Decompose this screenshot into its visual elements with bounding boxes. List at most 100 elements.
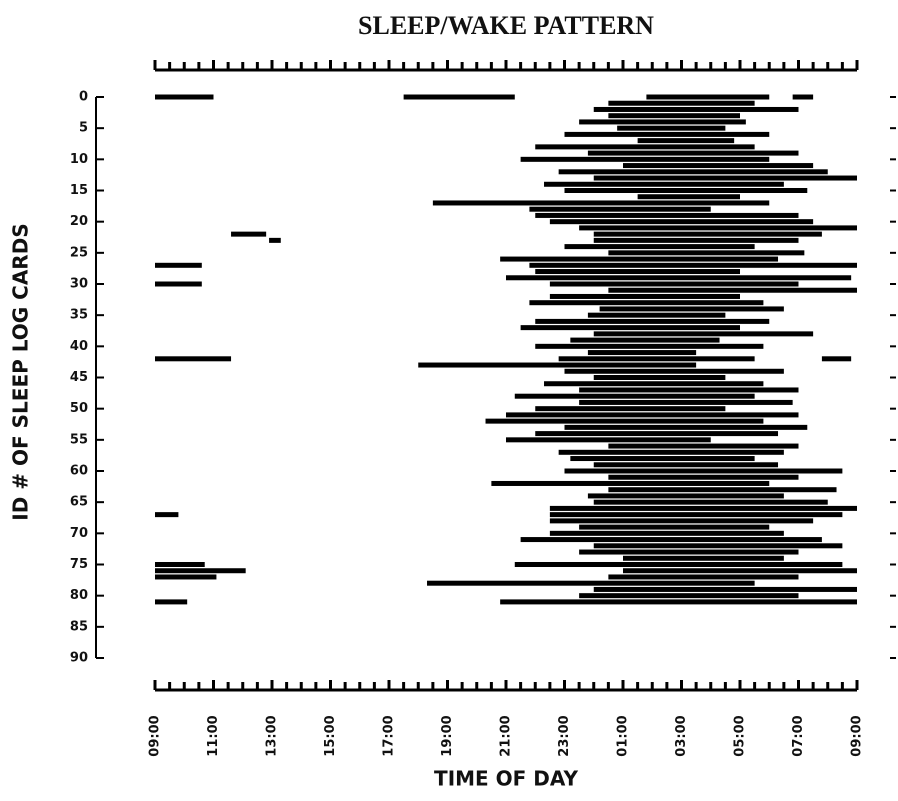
sleep-interval: [535, 144, 755, 150]
sleep-interval: [564, 424, 808, 430]
sleep-interval: [821, 356, 852, 362]
y-tick-label: 80: [70, 588, 88, 603]
sleep-interval: [570, 456, 755, 462]
y-tick-label: 50: [70, 401, 88, 416]
x-tick-label: 23:00: [557, 715, 572, 756]
sleep-interval: [587, 312, 726, 318]
sleep-interval: [593, 175, 857, 181]
x-tick-label: 11:00: [206, 715, 221, 756]
sleep-interval: [564, 188, 808, 193]
sleep-interval: [544, 381, 764, 387]
sleep-interval: [617, 125, 726, 131]
sleep-interval: [535, 318, 770, 324]
sleep-interval: [570, 337, 720, 343]
y-tick-label: 5: [79, 121, 88, 136]
sleep-interval: [623, 555, 784, 561]
x-axis-title: TIME OF DAY: [434, 767, 578, 791]
sleep-interval: [593, 586, 857, 592]
sleep-interval: [155, 599, 188, 605]
sleep-interval: [579, 399, 793, 405]
sleep-interval: [593, 499, 828, 505]
sleep-interval: [549, 530, 784, 536]
sleep-interval: [520, 156, 770, 162]
sleep-interval: [427, 580, 755, 586]
sleep-interval: [155, 281, 202, 287]
y-tick-label: 30: [70, 277, 88, 292]
y-tick-label: 65: [70, 495, 88, 510]
sleep-interval: [155, 94, 214, 100]
sleep-interval: [558, 356, 755, 362]
sleep-interval: [579, 593, 799, 599]
x-tick-label: 19:00: [440, 715, 455, 756]
x-tick-label: 21:00: [499, 715, 514, 756]
sleep-interval: [587, 150, 799, 156]
sleep-interval: [558, 169, 828, 175]
sleep-interval: [155, 568, 246, 574]
sleep-interval: [514, 562, 843, 567]
y-tick-label: 75: [70, 557, 88, 572]
y-axis-title: ID # OF SLEEP LOG CARDS: [9, 223, 33, 520]
sleep-interval: [593, 375, 726, 380]
sleep-interval: [155, 574, 217, 580]
sleep-interval: [500, 599, 857, 605]
sleep-interval: [608, 474, 799, 480]
y-tick-label: 45: [70, 370, 88, 385]
sleep-interval: [549, 293, 740, 299]
x-tick-label: 01:00: [616, 715, 631, 756]
y-tick-label: 0: [79, 90, 88, 105]
sleep-interval: [593, 106, 799, 112]
sleep-interval: [593, 462, 779, 468]
x-tick-label: 03:00: [674, 715, 689, 756]
sleep-interval: [608, 443, 799, 449]
sleep-interval: [491, 480, 770, 486]
sleep-interval: [520, 537, 822, 543]
sleep-interval: [608, 487, 837, 493]
sleep-interval: [564, 131, 770, 137]
x-tick-label: 05:00: [733, 715, 748, 756]
y-tick-label: 70: [70, 526, 88, 541]
sleep-interval: [520, 325, 740, 331]
sleep-interval: [587, 493, 784, 499]
sleep-interval: [529, 206, 711, 212]
chart-title: SLEEP/WAKE PATTERN: [358, 11, 654, 40]
sleep-interval: [637, 138, 735, 144]
sleep-interval: [579, 387, 799, 393]
sleep-interval: [506, 275, 852, 281]
x-tick-label: 09:00: [148, 715, 163, 756]
sleep-interval: [506, 437, 711, 443]
sleep-interval: [608, 100, 755, 106]
sleep-interval: [637, 194, 740, 200]
sleep-interval: [623, 568, 857, 574]
sleep-interval: [403, 94, 515, 100]
sleep-interval: [558, 449, 784, 455]
sleep-interval: [579, 225, 857, 231]
y-tick-label: 55: [70, 432, 88, 447]
sleep-interval: [155, 356, 232, 362]
sleep-interval: [564, 244, 755, 250]
sleep-interval: [593, 543, 843, 549]
sleep-interval: [599, 306, 784, 312]
sleep-interval: [549, 518, 814, 524]
y-tick-label: 85: [70, 619, 88, 634]
sleep-interval: [269, 237, 281, 243]
sleep-interval: [535, 431, 779, 437]
sleep-interval: [231, 231, 267, 237]
sleep-interval: [549, 219, 814, 225]
sleep-interval: [608, 250, 805, 256]
sleep-interval: [549, 512, 843, 518]
x-tick-label: 09:00: [850, 715, 865, 756]
sleep-interval: [587, 350, 697, 356]
sleep-interval: [564, 468, 843, 474]
sleep-interval: [535, 269, 740, 275]
sleep-interval: [608, 287, 857, 293]
sleep-interval: [549, 505, 857, 511]
y-tick-label: 20: [70, 214, 88, 229]
sleep-interval: [792, 94, 814, 100]
sleep-interval: [535, 406, 726, 412]
sleep-interval: [529, 300, 764, 306]
y-tick-label: 15: [70, 183, 88, 198]
y-tick-label: 35: [70, 308, 88, 323]
sleep-interval: [155, 562, 205, 567]
sleep-interval: [623, 163, 814, 169]
sleep-interval: [608, 113, 740, 119]
